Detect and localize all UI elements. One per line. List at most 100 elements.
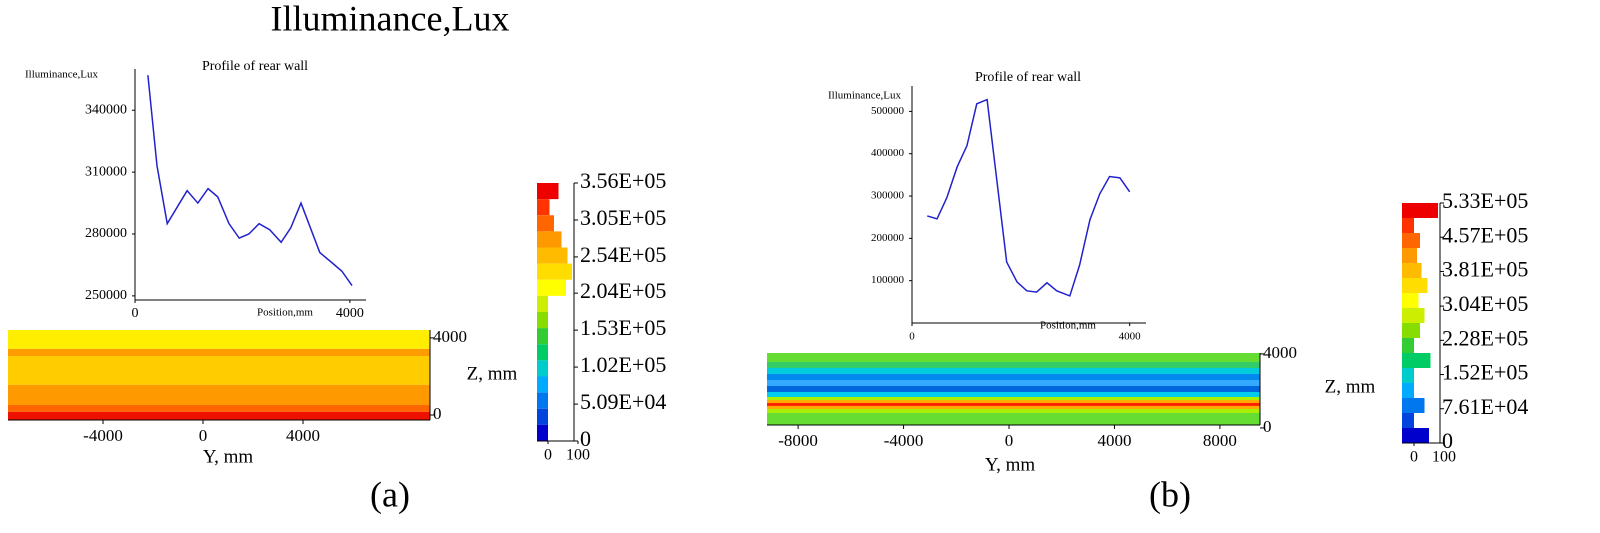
- illuminance-band: [8, 404, 430, 412]
- colorbar-tick-label: 2.28E+05: [1442, 325, 1528, 350]
- x-tick-label: 0: [909, 331, 915, 343]
- colorbar-tick-label: 1.53E+05: [580, 315, 666, 340]
- illuminance-band: [8, 411, 430, 420]
- y-tick-label: 250000: [85, 288, 127, 303]
- illuminance-band: [8, 356, 430, 385]
- histogram-bar: [548, 199, 550, 216]
- color-level: [1402, 203, 1414, 218]
- histogram-bar: [1414, 278, 1428, 293]
- color-level: [1402, 233, 1414, 248]
- colorbar-tick-label: 3.04E+05: [1442, 291, 1528, 316]
- histogram-bar: [1414, 398, 1425, 413]
- colorbar-tick-label: 3.81E+05: [1442, 256, 1528, 281]
- figure-title: Illuminance,Lux: [271, 0, 510, 38]
- illuminance-band: [8, 330, 430, 349]
- x-tick-label: 0: [1005, 431, 1014, 450]
- chart-title: Profile of rear wall: [975, 70, 1081, 85]
- y-tick-label: 400000: [871, 147, 905, 159]
- color-level: [537, 424, 548, 441]
- z-tick-label: 4000: [433, 327, 467, 346]
- colorbar-tick-label: 0: [1442, 428, 1453, 453]
- x-axis-label: Y, mm: [985, 454, 1036, 475]
- color-level: [537, 408, 548, 425]
- colorbar-tick-label: 1.02E+05: [580, 352, 666, 377]
- illuminance-band: [767, 402, 1260, 406]
- x-tick-label: -8000: [778, 431, 818, 450]
- colorbar-tick-label: 3.56E+05: [580, 168, 666, 193]
- y-tick-label: 310000: [85, 164, 127, 179]
- y-tick-label: 500000: [871, 105, 905, 117]
- y-axis-label: Illuminance,Lux: [828, 90, 902, 102]
- illuminance-band: [767, 385, 1260, 392]
- colorbar-tick-label: 2.54E+05: [580, 242, 666, 267]
- color-level: [537, 360, 548, 377]
- illuminance-band: [767, 391, 1260, 397]
- histogram-bar: [548, 247, 568, 264]
- histogram-bar: [1414, 428, 1429, 443]
- color-level: [537, 392, 548, 409]
- profile-line: [147, 75, 353, 286]
- color-level: [537, 247, 548, 264]
- panel-label: (b): [1149, 474, 1191, 514]
- colorbar-tick-label: 4.57E+05: [1442, 222, 1528, 247]
- color-level: [1402, 263, 1414, 278]
- illuminance-band: [767, 361, 1260, 368]
- histogram-bar: [1414, 203, 1438, 218]
- histogram-bar: [1414, 323, 1420, 338]
- histogram-bar: [548, 279, 566, 296]
- histogram-tick-label: 100: [1432, 449, 1456, 466]
- z-tick-label: 0: [433, 404, 442, 423]
- color-level: [537, 231, 548, 248]
- color-level: [1402, 398, 1414, 413]
- color-level: [1402, 413, 1414, 428]
- illuminance-band: [767, 399, 1260, 403]
- colorbar-tick-label: 0: [580, 426, 591, 451]
- z-tick-label: 0: [1263, 417, 1272, 436]
- color-level: [537, 199, 548, 216]
- y-tick-label: 280000: [85, 226, 127, 241]
- illuminance-band: [767, 353, 1260, 362]
- x-tick-label: 8000: [1203, 431, 1237, 450]
- z-axis-label: Z, mm: [1325, 376, 1376, 397]
- color-level: [537, 328, 548, 345]
- x-tick-label: 0: [132, 306, 139, 321]
- histogram-tick-label: 0: [1410, 449, 1418, 466]
- illuminance-band: [767, 405, 1260, 409]
- histogram-bar: [548, 215, 554, 232]
- color-level: [1402, 293, 1414, 308]
- illuminance-band: [8, 384, 430, 405]
- color-level: [537, 263, 548, 280]
- x-tick-label: 4000: [1097, 431, 1131, 450]
- color-level: [537, 279, 548, 296]
- colorbar-tick-label: 3.05E+05: [580, 205, 666, 230]
- x-axis-label: Position,mm: [1040, 320, 1096, 332]
- x-tick-label: -4000: [83, 426, 123, 445]
- illuminance-band: [767, 367, 1260, 374]
- color-level: [537, 312, 548, 329]
- x-tick-label: 0: [199, 426, 208, 445]
- x-axis-label: Y, mm: [203, 446, 254, 467]
- histogram-bar: [548, 231, 562, 248]
- color-level: [1402, 218, 1414, 233]
- histogram-bar: [1414, 293, 1419, 308]
- x-tick-label: 4000: [1119, 331, 1142, 343]
- y-axis-label: Illuminance,Lux: [25, 69, 99, 81]
- x-tick-label: 4000: [336, 306, 364, 321]
- colorbar-tick-label: 1.52E+05: [1442, 360, 1528, 385]
- colorbar-tick-label: 2.04E+05: [580, 278, 666, 303]
- z-tick-label: 4000: [1263, 343, 1297, 362]
- color-level: [537, 215, 548, 232]
- illuminance-band: [767, 373, 1260, 380]
- profile-line: [927, 98, 1131, 297]
- illuminance-band: [8, 348, 430, 357]
- z-axis-label: Z, mm: [467, 363, 518, 384]
- color-level: [537, 376, 548, 393]
- y-tick-label: 200000: [871, 232, 905, 244]
- color-level: [537, 295, 548, 312]
- color-level: [1402, 323, 1414, 338]
- illuminance-band: [767, 396, 1260, 400]
- color-level: [1402, 353, 1414, 368]
- color-level: [1402, 278, 1414, 293]
- y-tick-label: 100000: [871, 274, 905, 286]
